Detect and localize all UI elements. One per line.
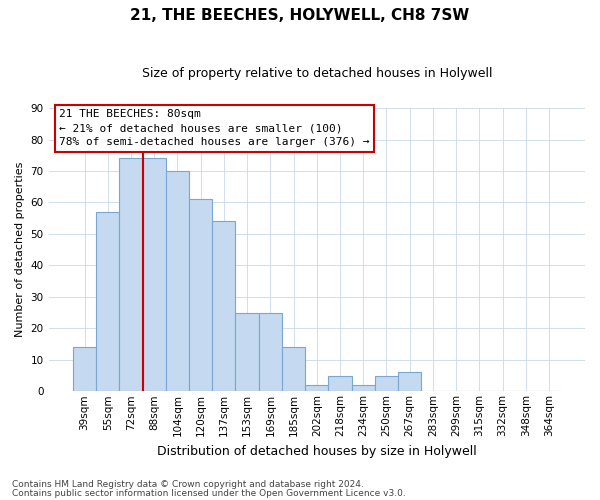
Bar [143,158,166,392]
Bar [398,372,421,392]
Text: 21 THE BEECHES: 80sqm
← 21% of detached houses are smaller (100)
78% of semi-det: 21 THE BEECHES: 80sqm ← 21% of detached … [59,110,370,148]
Text: 21, THE BEECHES, HOLYWELL, CH8 7SW: 21, THE BEECHES, HOLYWELL, CH8 7SW [130,8,470,22]
Title: Size of property relative to detached houses in Holywell: Size of property relative to detached ho… [142,68,492,80]
Text: Contains HM Land Registry data © Crown copyright and database right 2024.: Contains HM Land Registry data © Crown c… [12,480,364,489]
Bar [189,200,212,392]
Bar [166,171,189,392]
Bar [119,158,143,392]
Bar [375,376,398,392]
Bar [73,347,96,392]
Bar [259,312,282,392]
Y-axis label: Number of detached properties: Number of detached properties [15,162,25,338]
Bar [352,385,375,392]
Text: Contains public sector information licensed under the Open Government Licence v3: Contains public sector information licen… [12,489,406,498]
Bar [212,222,235,392]
Bar [96,212,119,392]
Bar [328,376,352,392]
X-axis label: Distribution of detached houses by size in Holywell: Distribution of detached houses by size … [157,444,476,458]
Bar [235,312,259,392]
Bar [305,385,328,392]
Bar [282,347,305,392]
